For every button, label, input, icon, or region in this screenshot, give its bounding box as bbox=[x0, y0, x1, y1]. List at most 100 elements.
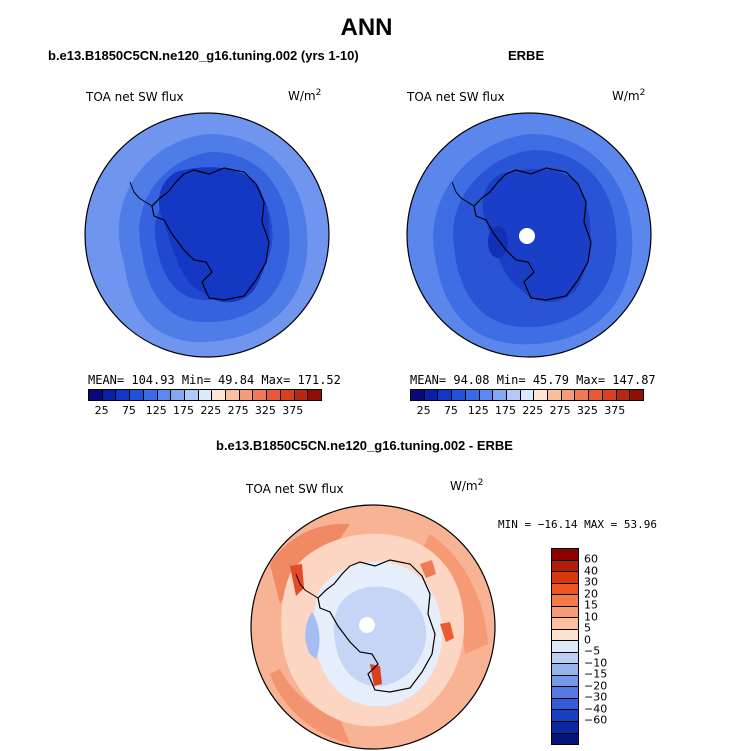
colorbar-swatch bbox=[293, 390, 308, 400]
colorbar-tick-label: −30 bbox=[584, 690, 608, 704]
colorbar-tick-label: 5 bbox=[584, 621, 591, 635]
colorbar-tick-label: 20 bbox=[584, 587, 598, 601]
colorbar-tick-label: 225 bbox=[522, 404, 544, 417]
colorbar-swatch bbox=[552, 571, 578, 583]
colorbar-tick-label: 25 bbox=[416, 404, 431, 417]
panel3-colorbar bbox=[551, 548, 579, 745]
colorbar-tick-label: 175 bbox=[495, 404, 517, 417]
colorbar-swatch bbox=[307, 390, 321, 400]
colorbar-swatch bbox=[560, 390, 575, 400]
colorbar-swatch bbox=[588, 390, 602, 400]
colorbar-swatch bbox=[211, 390, 226, 400]
colorbar-swatch bbox=[552, 605, 578, 618]
colorbar-swatch bbox=[225, 390, 239, 400]
panel2-units: W/m2 bbox=[612, 88, 646, 103]
panel2-colorbar-ticks: 25 75 125 175 225 275 325 375 bbox=[410, 404, 642, 418]
colorbar-swatch bbox=[552, 663, 578, 675]
colorbar-tick-label: 30 bbox=[584, 575, 598, 589]
colorbar-swatch bbox=[170, 390, 184, 400]
colorbar-swatch bbox=[437, 390, 452, 400]
colorbar-tick-label: 10 bbox=[584, 610, 598, 624]
colorbar-swatch bbox=[601, 390, 616, 400]
panel3-stats: MIN = −16.14 MAX = 53.96 bbox=[498, 518, 657, 531]
panel3-polar-hole bbox=[359, 617, 375, 633]
colorbar-tick-label: 275 bbox=[227, 404, 249, 417]
panel2-field-label: TOA net SW flux bbox=[407, 90, 505, 104]
panel2-map bbox=[406, 112, 652, 358]
colorbar-swatch bbox=[552, 651, 578, 664]
colorbar-swatch bbox=[519, 390, 534, 400]
colorbar-swatch bbox=[552, 617, 578, 629]
colorbar-tick-label: 0 bbox=[584, 633, 591, 647]
colorbar-swatch bbox=[101, 390, 116, 400]
colorbar-swatch bbox=[464, 390, 479, 400]
colorbar-swatch bbox=[533, 390, 548, 400]
colorbar-tick-label: 225 bbox=[200, 404, 222, 417]
colorbar-swatch bbox=[552, 549, 578, 560]
panel2-polar-hole bbox=[519, 228, 535, 244]
colorbar-swatch bbox=[552, 686, 578, 698]
colorbar-tick-label: 40 bbox=[584, 564, 598, 578]
panel1-colorbar-ticks: 25 75 125 175 225 275 325 375 bbox=[88, 404, 320, 418]
panel2-colorbar bbox=[410, 389, 644, 401]
colorbar-tick-label: −10 bbox=[584, 656, 608, 670]
colorbar-swatch bbox=[411, 390, 424, 400]
colorbar-swatch bbox=[156, 390, 171, 400]
panel2-stats: MEAN= 94.08 Min= 45.79 Max= 147.87 bbox=[410, 373, 656, 387]
colorbar-swatch bbox=[552, 559, 578, 572]
colorbar-swatch bbox=[266, 390, 280, 400]
panel1-field-label: TOA net SW flux bbox=[86, 90, 184, 104]
panel2-subtitle: ERBE bbox=[508, 48, 545, 63]
panel3-subtitle: b.e13.B1850C5CN.ne120_g16.tuning.002 - E… bbox=[216, 438, 513, 453]
page-title: ANN bbox=[340, 14, 393, 41]
colorbar-swatch bbox=[552, 594, 578, 606]
panel3-field-label: TOA net SW flux bbox=[246, 482, 344, 496]
colorbar-swatch bbox=[629, 390, 643, 400]
colorbar-tick-label: 325 bbox=[576, 404, 598, 417]
colorbar-swatch bbox=[552, 709, 578, 721]
colorbar-swatch bbox=[552, 640, 578, 652]
colorbar-tick-label: 125 bbox=[145, 404, 167, 417]
colorbar-swatch bbox=[197, 390, 212, 400]
colorbar-tick-label: 15 bbox=[584, 598, 598, 612]
colorbar-tick-label: 375 bbox=[282, 404, 304, 417]
colorbar-swatch bbox=[552, 697, 578, 710]
colorbar-tick-label: 75 bbox=[443, 404, 458, 417]
colorbar-tick-label: 375 bbox=[604, 404, 626, 417]
colorbar-swatch bbox=[552, 582, 578, 595]
colorbar-swatch bbox=[89, 390, 102, 400]
colorbar-tick-label: 25 bbox=[94, 404, 109, 417]
colorbar-swatch bbox=[492, 390, 506, 400]
colorbar-swatch bbox=[552, 674, 578, 687]
colorbar-swatch bbox=[547, 390, 561, 400]
colorbar-swatch bbox=[142, 390, 157, 400]
panel1-map bbox=[84, 112, 330, 358]
colorbar-tick-label: −15 bbox=[584, 667, 608, 681]
colorbar-tick-label: −5 bbox=[584, 644, 601, 658]
colorbar-tick-label: 125 bbox=[467, 404, 489, 417]
colorbar-swatch bbox=[552, 628, 578, 641]
colorbar-swatch bbox=[183, 390, 198, 400]
colorbar-swatch bbox=[552, 720, 578, 733]
colorbar-tick-label: 275 bbox=[549, 404, 571, 417]
panel1-stats: MEAN= 104.93 Min= 49.84 Max= 171.52 bbox=[88, 373, 341, 387]
colorbar-tick-label: −20 bbox=[584, 679, 608, 693]
colorbar-swatch bbox=[115, 390, 130, 400]
panel3-units: W/m2 bbox=[450, 478, 484, 493]
panel3-colorbar-ticks: 60 40 30 20 15 10 5 0 −5 −10 −15 −20 −30 −40 −60 bbox=[584, 548, 624, 743]
colorbar-tick-label: −60 bbox=[584, 713, 608, 727]
colorbar-swatch bbox=[574, 390, 589, 400]
panel3-map bbox=[250, 504, 496, 750]
panel1-colorbar bbox=[88, 389, 322, 401]
colorbar-swatch bbox=[505, 390, 520, 400]
colorbar-swatch bbox=[552, 732, 578, 745]
colorbar-tick-label: 325 bbox=[254, 404, 276, 417]
colorbar-tick-label: −40 bbox=[584, 702, 608, 716]
colorbar-tick-label: 175 bbox=[173, 404, 195, 417]
colorbar-swatch bbox=[478, 390, 493, 400]
colorbar-swatch bbox=[615, 390, 630, 400]
colorbar-swatch bbox=[129, 390, 143, 400]
panel1-units: W/m2 bbox=[288, 88, 322, 103]
colorbar-tick-label: 75 bbox=[121, 404, 136, 417]
colorbar-swatch bbox=[423, 390, 438, 400]
